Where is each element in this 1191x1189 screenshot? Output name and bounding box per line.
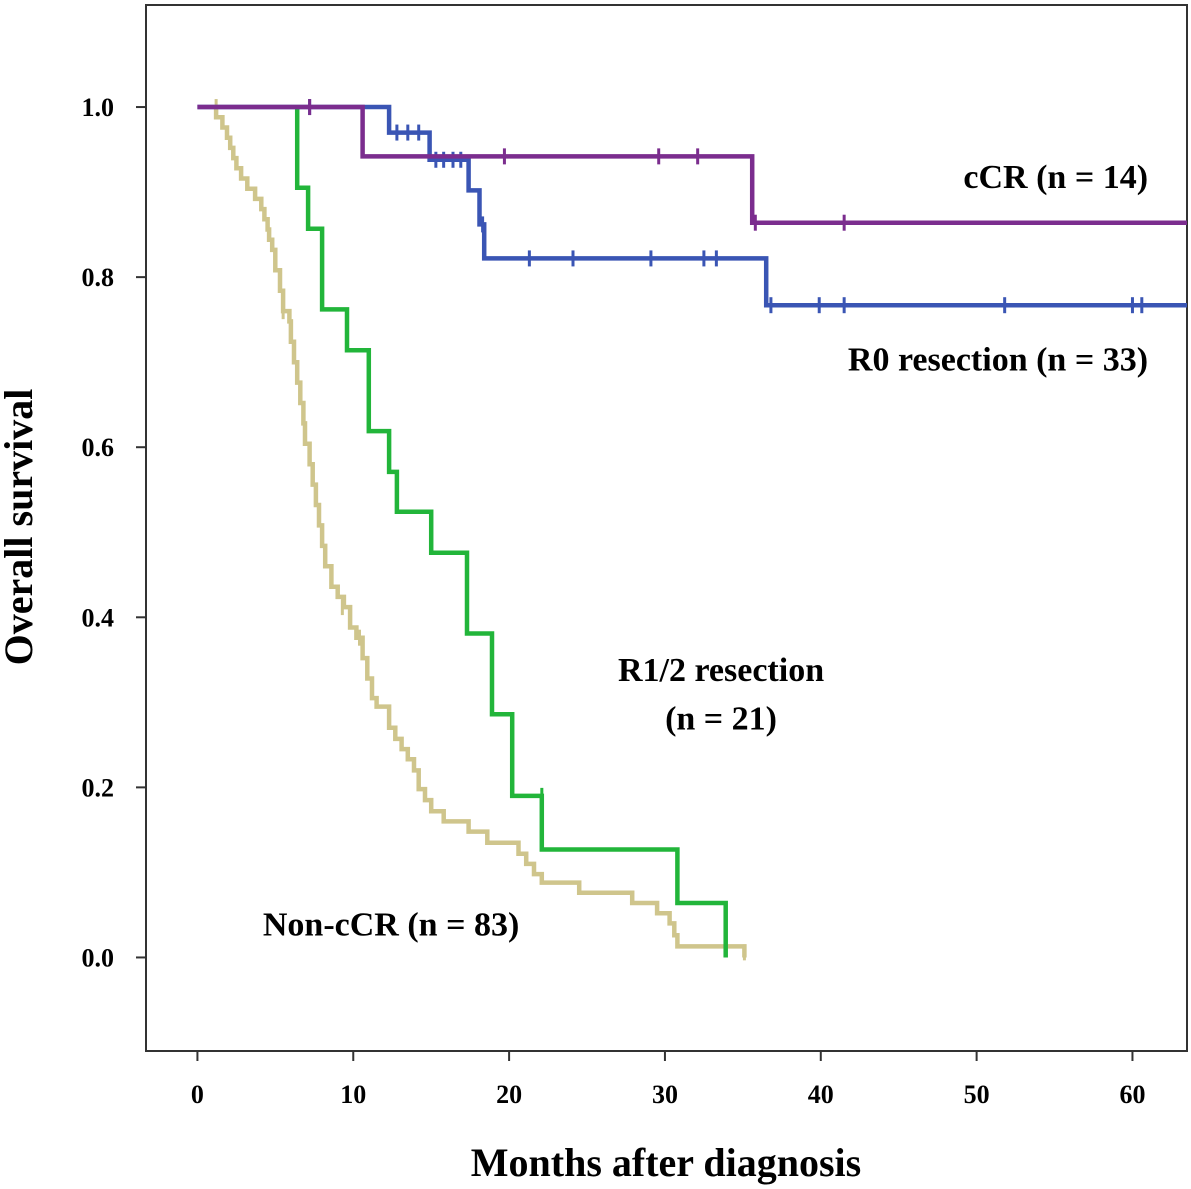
x-tick-label: 30 (652, 1080, 678, 1109)
y-tick-label: 1.0 (82, 93, 115, 122)
km-series (197, 99, 1187, 314)
km-survival-line (197, 104, 1187, 308)
x-tick-label: 60 (1119, 1080, 1145, 1109)
series-annotation: R1/2 resection (618, 652, 824, 689)
series-annotation: (n = 21) (665, 701, 777, 738)
y-tick-label: 0.4 (82, 603, 115, 632)
km-series (197, 99, 1187, 231)
km-series (294, 107, 728, 958)
y-tick-label: 0.8 (82, 263, 115, 292)
plot-frame (145, 4, 1188, 1052)
x-tick-label: 10 (340, 1080, 366, 1109)
x-axis-title: Months after diagnosis (471, 1140, 861, 1185)
x-tick-label: 50 (964, 1080, 990, 1109)
series-annotation: Non-cCR (n = 83) (263, 906, 519, 943)
y-tick-label: 0.0 (82, 943, 115, 972)
km-survival-line (197, 104, 1187, 225)
x-tick-label: 20 (496, 1080, 522, 1109)
y-tick-label: 0.6 (82, 433, 115, 462)
x-tick-label: 40 (808, 1080, 834, 1109)
series-annotation: R0 resection (n = 33) (848, 342, 1148, 379)
km-series (213, 99, 747, 961)
x-tick-label: 0 (191, 1080, 204, 1109)
km-survival-line (294, 107, 728, 958)
y-axis-title: Overall survival (0, 389, 41, 666)
km-survival-line (213, 107, 747, 958)
y-tick-label: 0.2 (82, 773, 115, 802)
series-annotation: cCR (n = 14) (963, 159, 1148, 196)
